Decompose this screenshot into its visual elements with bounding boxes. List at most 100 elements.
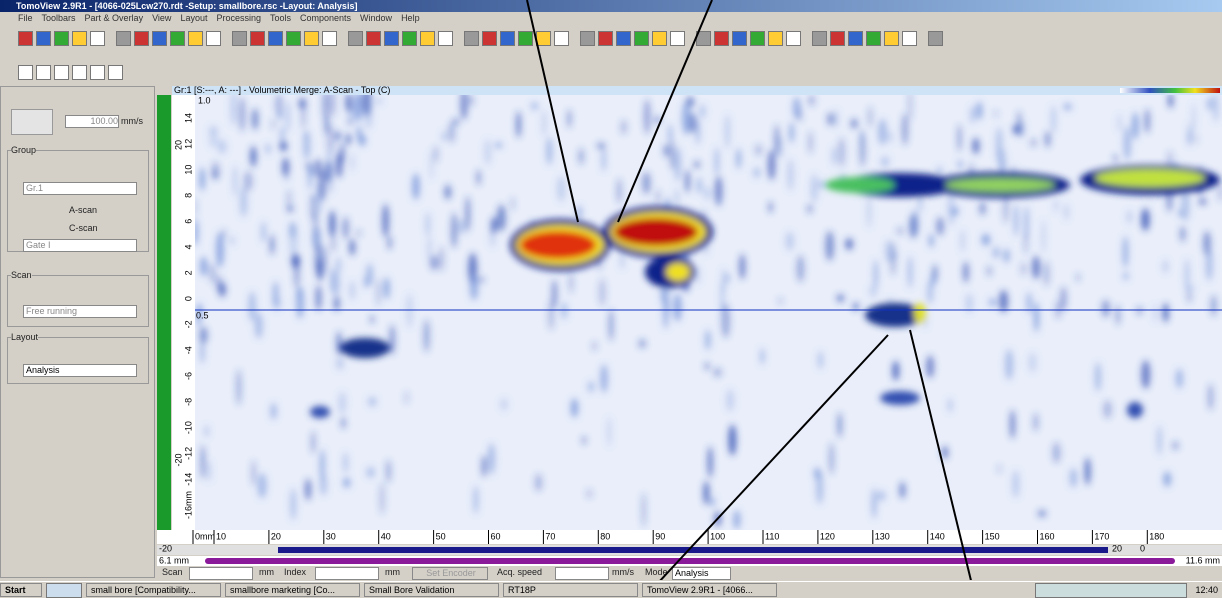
menu-item[interactable]: Window — [360, 13, 393, 23]
toolbar-icon[interactable] — [554, 30, 569, 46]
menu-item[interactable]: Processing — [216, 13, 261, 23]
menu-item[interactable]: Help — [401, 13, 420, 23]
gate-select[interactable]: Gate I — [23, 239, 137, 252]
signal — [592, 341, 597, 351]
toolbar-icon[interactable] — [500, 30, 515, 46]
toolbar-icon[interactable] — [866, 30, 881, 46]
toolbar-icon[interactable] — [902, 30, 917, 46]
toolbar-icon[interactable] — [438, 30, 453, 46]
toolbar-icon[interactable] — [90, 30, 105, 46]
toolbar-icon[interactable] — [134, 30, 149, 46]
toolbar-icon[interactable] — [812, 30, 827, 46]
task-button[interactable]: Small Bore Validation — [364, 583, 499, 597]
signal — [696, 218, 701, 229]
menu-item[interactable]: Components — [300, 13, 352, 23]
toolbar-icon[interactable] — [36, 64, 51, 80]
toolbar-icon[interactable] — [652, 30, 667, 46]
toolbar-icon[interactable] — [830, 30, 845, 46]
toolbar-icon[interactable] — [750, 30, 765, 46]
toolbar-icon[interactable] — [848, 30, 863, 46]
toolbar-icon[interactable] — [482, 30, 497, 46]
scan-field[interactable] — [189, 567, 253, 580]
left-ruler-label: 12 — [183, 139, 193, 149]
toolbar-icon[interactable] — [536, 30, 551, 46]
toolbar-icon[interactable] — [18, 64, 33, 80]
group-select[interactable]: Gr.1 — [23, 182, 137, 195]
toolbar-icon[interactable] — [616, 30, 631, 46]
toolbar-icon[interactable] — [696, 30, 711, 46]
task-button[interactable]: small bore [Compatibility... — [86, 583, 221, 597]
toolbar-icon[interactable] — [884, 30, 899, 46]
signal — [603, 206, 713, 258]
signal — [321, 95, 330, 120]
toolbar-icon[interactable] — [670, 30, 685, 46]
toolbar-icon[interactable] — [384, 30, 399, 46]
toolbar-icon[interactable] — [72, 30, 87, 46]
toolbar-icon[interactable] — [348, 30, 363, 46]
task-button[interactable]: RT18P — [503, 583, 638, 597]
menu-item[interactable]: Layout — [180, 13, 208, 23]
toolbar-icon[interactable] — [232, 30, 247, 46]
start-button[interactable]: Start — [0, 583, 42, 597]
speed-field[interactable]: 100.00 — [65, 115, 119, 128]
toolbar-icon[interactable] — [72, 64, 87, 80]
mode-field[interactable]: Analysis — [672, 567, 731, 580]
toolbar-icon[interactable] — [928, 30, 943, 46]
toolbar-icon[interactable] — [286, 30, 301, 46]
cursor-marker: 0.5 — [196, 310, 209, 320]
signal — [616, 178, 622, 204]
toolbar-icon[interactable] — [268, 30, 283, 46]
signal — [721, 268, 726, 294]
toolbar-icon[interactable] — [54, 64, 69, 80]
toolbar-icon[interactable] — [108, 64, 123, 80]
signal — [947, 190, 956, 226]
toolbar-icon[interactable] — [152, 30, 167, 46]
toolbar-icon[interactable] — [464, 30, 479, 46]
toolbar-icon[interactable] — [366, 30, 381, 46]
toolbar-icon[interactable] — [518, 30, 533, 46]
scan-signals — [195, 95, 1222, 530]
toolbar-icon[interactable] — [304, 30, 319, 46]
toolbar-icon[interactable] — [598, 30, 613, 46]
toolbar-icon[interactable] — [768, 30, 783, 46]
toolbar-icon[interactable] — [732, 30, 747, 46]
toolbar-icon[interactable] — [634, 30, 649, 46]
menu-item[interactable]: Part & Overlay — [84, 13, 144, 23]
index-field[interactable] — [315, 567, 379, 580]
reset-button[interactable] — [11, 109, 53, 135]
signal — [469, 95, 474, 106]
task-button[interactable]: smallbore marketing [Co... — [225, 583, 360, 597]
toolbar-icon[interactable] — [420, 30, 435, 46]
toolbar-icon[interactable] — [786, 30, 801, 46]
layout-select[interactable]: Analysis — [23, 364, 137, 377]
set-encoder-button[interactable]: Set Encoder — [412, 567, 488, 580]
signal — [869, 284, 878, 298]
signal — [534, 473, 543, 492]
menu-item[interactable]: Tools — [270, 13, 292, 23]
toolbar-icon[interactable] — [580, 30, 595, 46]
toolbar-icon[interactable] — [188, 30, 203, 46]
toolbar-icon[interactable] — [116, 30, 131, 46]
toolbar-icon[interactable] — [250, 30, 265, 46]
acq-speed-field[interactable] — [555, 567, 609, 580]
toolbar-icon[interactable] — [206, 30, 221, 46]
signal — [838, 137, 846, 167]
scan-mode-select[interactable]: Free running — [23, 305, 137, 318]
menu-item[interactable]: File — [18, 13, 33, 23]
task-button[interactable]: TomoView 2.9R1 - [4066... — [642, 583, 777, 597]
menu-item[interactable]: View — [152, 13, 172, 23]
toolbar-icon[interactable] — [402, 30, 417, 46]
toolbar-icon[interactable] — [170, 30, 185, 46]
signal — [1012, 124, 1021, 135]
toolbar-icon[interactable] — [54, 30, 69, 46]
toolbar-icon[interactable] — [90, 64, 105, 80]
signal — [345, 95, 353, 112]
signal — [1101, 299, 1111, 318]
toolbar-icon[interactable] — [36, 30, 51, 46]
toolbar-icon[interactable] — [322, 30, 337, 46]
menu-item[interactable]: Toolbars — [41, 13, 76, 23]
toolbar-icon[interactable] — [18, 30, 33, 46]
signal — [1172, 161, 1179, 182]
signal — [867, 106, 873, 128]
toolbar-icon[interactable] — [714, 30, 729, 46]
